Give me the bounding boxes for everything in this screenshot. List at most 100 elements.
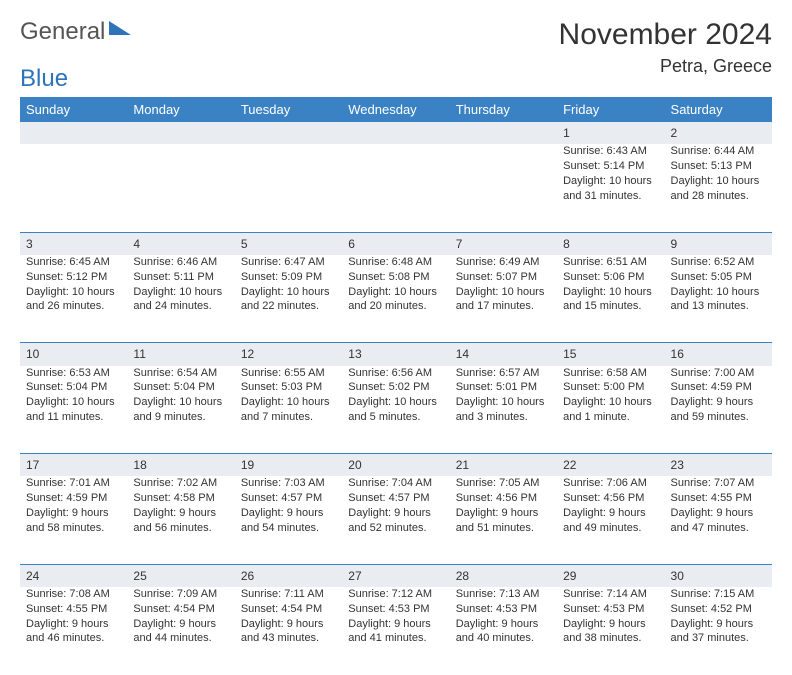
sunrise-line: Sunrise: 6:56 AM: [348, 366, 443, 381]
day-body-cell: Sunrise: 7:15 AMSunset: 4:52 PMDaylight:…: [665, 587, 772, 675]
sunrise-line: Sunrise: 6:52 AM: [671, 255, 766, 270]
day-number: 2: [671, 126, 678, 140]
day-number-cell: 16: [665, 343, 772, 366]
day-number-row: 12: [20, 122, 772, 144]
sunset-line: Sunset: 4:58 PM: [133, 491, 228, 506]
day-body-row: Sunrise: 6:53 AMSunset: 5:04 PMDaylight:…: [20, 366, 772, 454]
daylight-line: Daylight: 9 hours and 37 minutes.: [671, 617, 766, 647]
calendar-table: Sunday Monday Tuesday Wednesday Thursday…: [20, 97, 772, 675]
sunrise-line: Sunrise: 6:54 AM: [133, 366, 228, 381]
day-number-cell: 10: [20, 343, 127, 366]
sunset-line: Sunset: 5:08 PM: [348, 270, 443, 285]
day-number: 28: [456, 569, 469, 583]
month-title: November 2024: [559, 18, 772, 52]
sunrise-line: Sunrise: 7:12 AM: [348, 587, 443, 602]
day-body-cell: Sunrise: 7:02 AMSunset: 4:58 PMDaylight:…: [127, 476, 234, 564]
day-number-cell: 17: [20, 454, 127, 477]
daylight-line: Daylight: 9 hours and 56 minutes.: [133, 506, 228, 536]
sunrise-line: Sunrise: 7:08 AM: [26, 587, 121, 602]
day-body-cell: Sunrise: 6:57 AMSunset: 5:01 PMDaylight:…: [450, 366, 557, 454]
sunrise-line: Sunrise: 6:55 AM: [241, 366, 336, 381]
day-number-cell: 5: [235, 232, 342, 255]
weekday-header-row: Sunday Monday Tuesday Wednesday Thursday…: [20, 97, 772, 122]
sunset-line: Sunset: 4:56 PM: [456, 491, 551, 506]
day-number: 23: [671, 458, 684, 472]
sunrise-line: Sunrise: 6:53 AM: [26, 366, 121, 381]
day-number-row: 24252627282930: [20, 564, 772, 587]
logo-text-1: General: [20, 18, 105, 46]
day-number-cell: [235, 122, 342, 144]
sunrise-line: Sunrise: 6:46 AM: [133, 255, 228, 270]
day-number-cell: 25: [127, 564, 234, 587]
sunset-line: Sunset: 5:00 PM: [563, 380, 658, 395]
day-number: 15: [563, 347, 576, 361]
sunset-line: Sunset: 4:53 PM: [456, 602, 551, 617]
day-number-cell: 14: [450, 343, 557, 366]
day-number: 13: [348, 347, 361, 361]
sunset-line: Sunset: 5:03 PM: [241, 380, 336, 395]
day-number-cell: 4: [127, 232, 234, 255]
day-number-cell: 1: [557, 122, 664, 144]
day-body-row: Sunrise: 7:01 AMSunset: 4:59 PMDaylight:…: [20, 476, 772, 564]
day-number-cell: 26: [235, 564, 342, 587]
sunset-line: Sunset: 4:55 PM: [671, 491, 766, 506]
day-number-cell: 6: [342, 232, 449, 255]
day-body-cell: Sunrise: 6:56 AMSunset: 5:02 PMDaylight:…: [342, 366, 449, 454]
daylight-line: Daylight: 9 hours and 52 minutes.: [348, 506, 443, 536]
sunset-line: Sunset: 4:53 PM: [563, 602, 658, 617]
sunset-line: Sunset: 4:57 PM: [348, 491, 443, 506]
day-body-cell: Sunrise: 6:46 AMSunset: 5:11 PMDaylight:…: [127, 255, 234, 343]
daylight-line: Daylight: 9 hours and 54 minutes.: [241, 506, 336, 536]
day-body-cell: Sunrise: 6:51 AMSunset: 5:06 PMDaylight:…: [557, 255, 664, 343]
sunrise-line: Sunrise: 7:05 AM: [456, 476, 551, 491]
sunrise-line: Sunrise: 7:07 AM: [671, 476, 766, 491]
day-number-cell: 7: [450, 232, 557, 255]
day-number: 9: [671, 237, 678, 251]
weekday-header: Saturday: [665, 97, 772, 122]
day-number-cell: 29: [557, 564, 664, 587]
day-body-cell: [235, 144, 342, 232]
day-number: 29: [563, 569, 576, 583]
day-number: 7: [456, 237, 463, 251]
day-number-cell: [20, 122, 127, 144]
sunrise-line: Sunrise: 6:49 AM: [456, 255, 551, 270]
sunset-line: Sunset: 4:55 PM: [26, 602, 121, 617]
weekday-header: Tuesday: [235, 97, 342, 122]
day-number-cell: 18: [127, 454, 234, 477]
day-number: 16: [671, 347, 684, 361]
day-number: 5: [241, 237, 248, 251]
daylight-line: Daylight: 9 hours and 47 minutes.: [671, 506, 766, 536]
day-number-cell: 8: [557, 232, 664, 255]
sunrise-line: Sunrise: 7:01 AM: [26, 476, 121, 491]
day-number-cell: [342, 122, 449, 144]
day-body-row: Sunrise: 6:45 AMSunset: 5:12 PMDaylight:…: [20, 255, 772, 343]
sunrise-line: Sunrise: 7:03 AM: [241, 476, 336, 491]
sunset-line: Sunset: 4:52 PM: [671, 602, 766, 617]
day-number: 3: [26, 237, 33, 251]
day-number: 17: [26, 458, 39, 472]
day-body-cell: Sunrise: 7:06 AMSunset: 4:56 PMDaylight:…: [557, 476, 664, 564]
weekday-header: Sunday: [20, 97, 127, 122]
day-body-cell: Sunrise: 6:45 AMSunset: 5:12 PMDaylight:…: [20, 255, 127, 343]
day-number-cell: 11: [127, 343, 234, 366]
weekday-header: Thursday: [450, 97, 557, 122]
logo-line2: Blue: [20, 65, 772, 93]
logo-text-2: Blue: [20, 65, 68, 92]
sunset-line: Sunset: 5:07 PM: [456, 270, 551, 285]
day-number-cell: 24: [20, 564, 127, 587]
day-body-cell: [342, 144, 449, 232]
daylight-line: Daylight: 9 hours and 44 minutes.: [133, 617, 228, 647]
day-body-cell: Sunrise: 7:00 AMSunset: 4:59 PMDaylight:…: [665, 366, 772, 454]
day-number-cell: 28: [450, 564, 557, 587]
daylight-line: Daylight: 10 hours and 24 minutes.: [133, 285, 228, 315]
sunrise-line: Sunrise: 6:57 AM: [456, 366, 551, 381]
daylight-line: Daylight: 9 hours and 49 minutes.: [563, 506, 658, 536]
day-number: 21: [456, 458, 469, 472]
day-number: 18: [133, 458, 146, 472]
logo: General: [20, 18, 131, 46]
daylight-line: Daylight: 10 hours and 26 minutes.: [26, 285, 121, 315]
sunrise-line: Sunrise: 7:13 AM: [456, 587, 551, 602]
day-body-cell: Sunrise: 7:12 AMSunset: 4:53 PMDaylight:…: [342, 587, 449, 675]
sunrise-line: Sunrise: 7:09 AM: [133, 587, 228, 602]
daylight-line: Daylight: 9 hours and 51 minutes.: [456, 506, 551, 536]
